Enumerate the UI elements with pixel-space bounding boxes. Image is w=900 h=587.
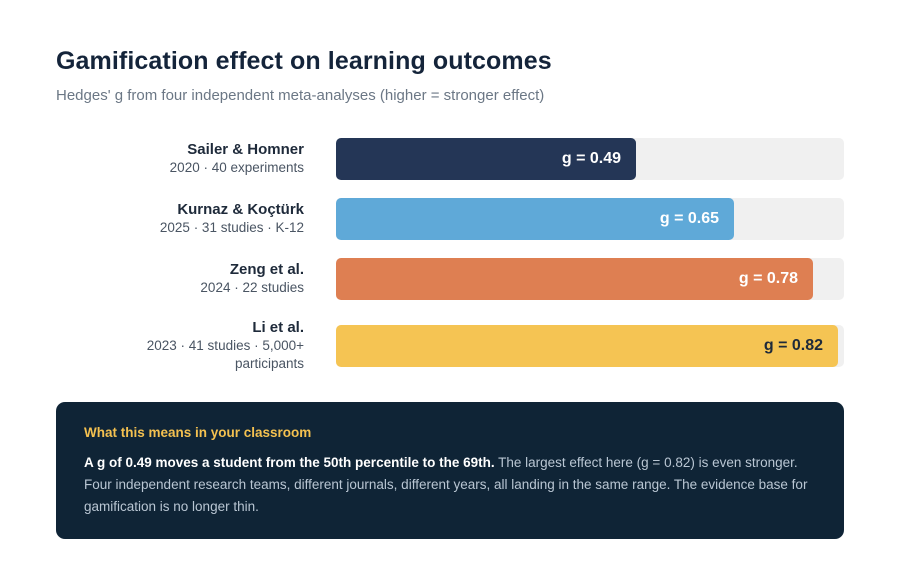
study-meta: 2024 · 22 studies <box>200 280 304 295</box>
callout-body: A g of 0.49 moves a student from the 50t… <box>84 452 814 518</box>
bar-label-sailer-homner: Sailer & Homner 2020 · 40 experiments <box>104 141 304 177</box>
bar-label-zeng-et-al: Zeng et al. 2024 · 22 studies <box>104 261 304 297</box>
bar-zeng-et-al <box>336 258 813 300</box>
bar-label-li-et-al: Li et al. 2023 · 41 studies · 5,000+ part… <box>104 319 304 373</box>
study-name: Li et al. <box>252 319 304 336</box>
bar-value-label: g = 0.78 <box>738 270 798 287</box>
bar-value-label: g = 0.49 <box>561 150 621 167</box>
chart-subtitle: Hedges' g from four independent meta-ana… <box>56 87 545 104</box>
study-meta: 2025 · 31 studies · K-12 <box>159 220 304 235</box>
study-name: Kurnaz & Koçtürk <box>177 201 304 218</box>
callout-lead: A g of 0.49 moves a student from the 50t… <box>84 455 495 470</box>
bar-sailer-homner <box>336 138 636 180</box>
bar-value-label: g = 0.82 <box>763 337 823 354</box>
callout-heading: What this means in your classroom <box>84 425 312 440</box>
callout-text: The largest effect here (g = 0.82) is ev… <box>84 455 808 514</box>
bar-li-et-al <box>336 325 838 367</box>
bar-value-label: g = 0.65 <box>659 210 719 227</box>
bar-label-kurnaz-ko-t-rk: Kurnaz & Koçtürk 2025 · 31 studies · K-12 <box>104 201 304 237</box>
bar-kurnaz-ko-t-rk <box>336 198 734 240</box>
chart-title: Gamification effect on learning outcomes <box>56 47 552 75</box>
study-name: Sailer & Homner <box>187 141 304 158</box>
study-meta: 2020 · 40 experiments <box>169 160 304 175</box>
classroom-callout: What this means in your classroom A g of… <box>56 402 844 539</box>
study-meta: 2023 · 41 studies · 5,000+ participants <box>146 338 304 371</box>
study-name: Zeng et al. <box>229 261 304 278</box>
